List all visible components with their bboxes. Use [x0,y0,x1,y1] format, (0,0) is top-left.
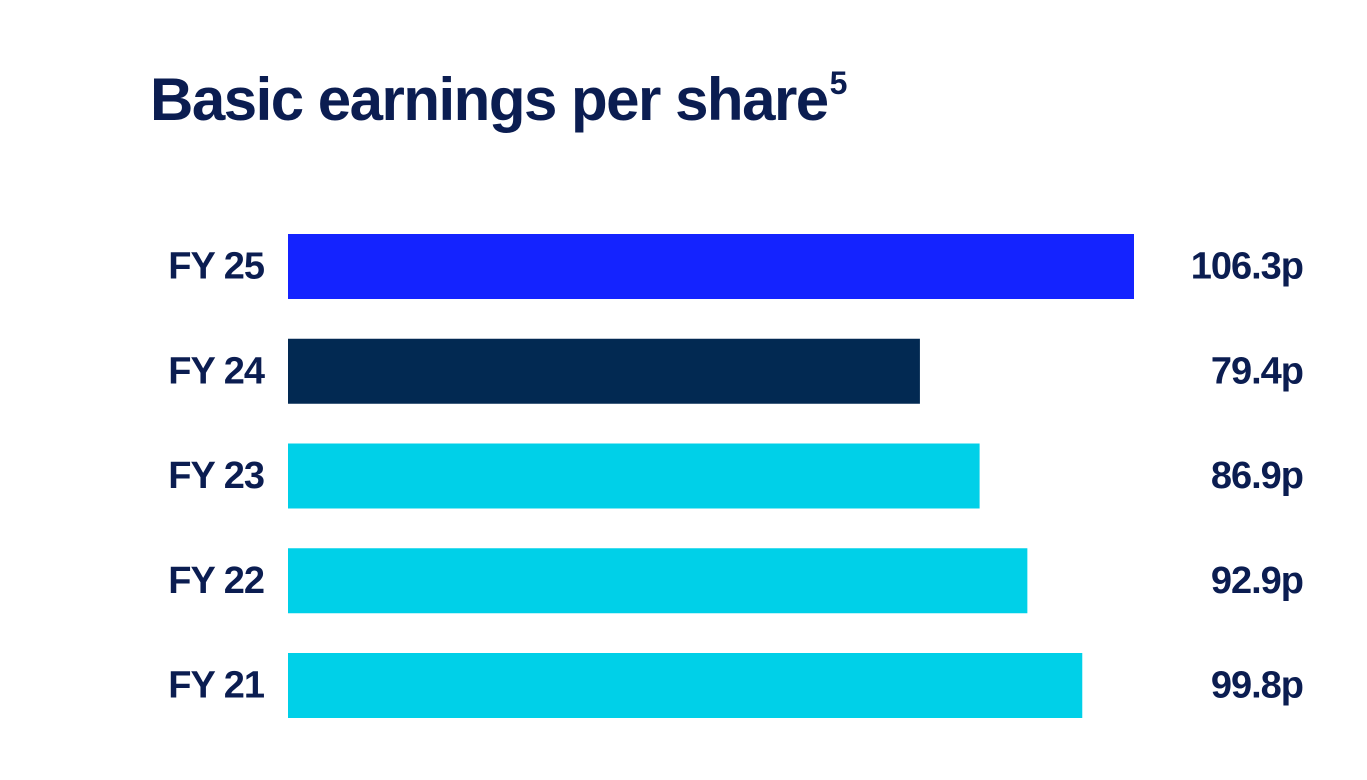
chart-title: Basic earnings per share5 [150,64,847,136]
value-label: 79.4p [1211,350,1303,392]
category-label: FY 22 [168,560,264,602]
bars-group [288,234,1134,718]
value-label: 99.8p [1211,665,1303,707]
category-label: FY 25 [168,246,265,288]
category-label: FY 24 [168,350,265,392]
category-label: FY 21 [168,665,265,707]
value-label: 86.9p [1211,455,1303,497]
bar-fy-21 [288,653,1083,718]
chart-title-footnote: 5 [829,65,848,101]
value-labels-group: 106.3p 79.4p 86.9p 92.9p 99.8p [1191,246,1304,707]
bar-fy-25 [288,234,1134,299]
chart-title-text: Basic earnings per share [150,66,829,133]
bar-fy-23 [288,443,980,509]
category-label: FY 23 [168,455,264,497]
category-labels-group: FY 25 FY 24 FY 23 FY 22 FY 21 [168,246,266,707]
bar-fy-24 [288,338,920,404]
value-label: 106.3p [1191,246,1303,288]
value-label: 92.9p [1211,560,1303,602]
bar-fy-22 [288,548,1028,614]
